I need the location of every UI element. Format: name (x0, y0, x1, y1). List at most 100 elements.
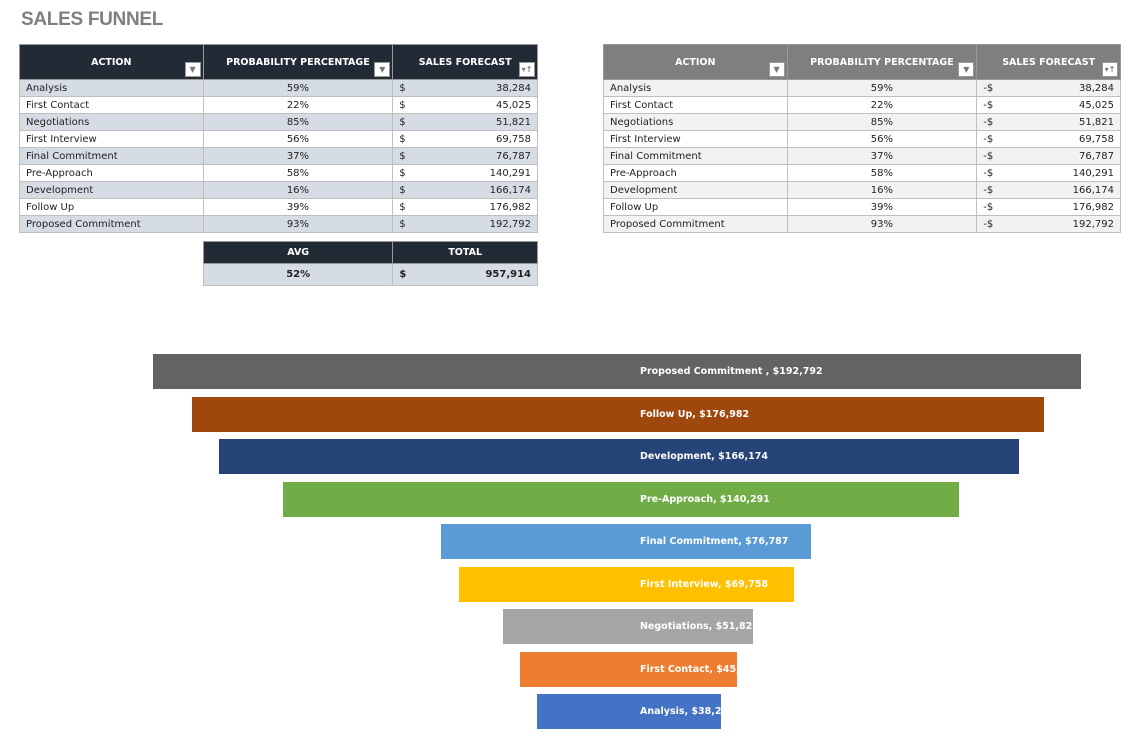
action-cell[interactable]: First Interview (19, 130, 204, 148)
funnel-bar-label: Final Commitment, $76,787 (639, 536, 789, 547)
probability-cell[interactable]: 22% (202, 96, 394, 114)
probability-cell[interactable]: 93% (202, 215, 394, 233)
probability-cell[interactable]: 37% (786, 147, 978, 165)
table-row: First Contact 22% $45,025 (19, 96, 538, 114)
funnel-bar-label: Analysis, $38,284 (639, 706, 722, 717)
table-row: Follow Up 39% $176,982 (19, 198, 538, 216)
funnel-bar: Development, $166,174 (219, 439, 1019, 474)
action-cell[interactable]: Analysis (603, 79, 788, 97)
probability-cell[interactable]: 59% (786, 79, 978, 97)
action-cell[interactable]: Analysis (19, 79, 204, 97)
funnel-bar-label: First Interview, $69,758 (639, 578, 769, 590)
forecast-cell[interactable]: $166,174 (392, 181, 538, 199)
forecast-cell[interactable]: -$ 166,174 (976, 181, 1121, 199)
forecast-cell[interactable]: -$ 51,821 (976, 113, 1121, 131)
action-cell[interactable]: Development (19, 181, 204, 199)
probability-cell[interactable]: 39% (786, 198, 978, 216)
forecast-cell[interactable]: -$ 76,787 (976, 147, 1121, 165)
probability-cell[interactable]: 85% (786, 113, 978, 131)
action-cell[interactable]: Proposed Commitment (603, 215, 788, 233)
probability-cell[interactable]: 16% (202, 181, 394, 199)
action-cell[interactable]: Final Commitment (19, 147, 204, 165)
forecast-cell[interactable]: -$ 192,792 (976, 215, 1121, 233)
total-value: $957,914 (392, 263, 538, 286)
forecast-cell[interactable]: -$ 38,284 (976, 79, 1121, 97)
forecast-cell[interactable]: -$ 45,025 (976, 96, 1121, 114)
header-forecast: SALES FORECAST ▾↑ (976, 44, 1121, 80)
table-row: Proposed Commitment 93% -$ 192,792 (603, 215, 1121, 233)
avg-header: AVG (202, 241, 394, 264)
filter-dropdown-icon[interactable]: ▼ (184, 62, 201, 77)
probability-cell[interactable]: 58% (786, 164, 978, 182)
table-row: Follow Up 39% -$ 176,982 (603, 198, 1121, 216)
table-row: First Interview 56% -$ 69,758 (603, 130, 1121, 148)
action-cell[interactable]: Development (603, 181, 788, 199)
table-row: First Contact 22% -$ 45,025 (603, 96, 1121, 114)
action-cell[interactable]: Pre-Approach (19, 164, 204, 182)
table-row: Pre-Approach 58% $140,291 (19, 164, 538, 182)
table-row: Final Commitment 37% -$ 76,787 (603, 147, 1121, 165)
funnel-bar-label: Proposed Commitment , $192,792 (640, 366, 823, 377)
funnel-bar: Negotiations, $51,821 (503, 609, 753, 644)
probability-cell[interactable]: 39% (202, 198, 394, 216)
forecast-cell[interactable]: $69,758 (392, 130, 538, 148)
table-row: Analysis 59% $38,284 (19, 79, 538, 97)
sort-filter-icon[interactable]: ▾↑ (1102, 62, 1118, 77)
forecast-cell[interactable]: $140,291 (392, 164, 538, 182)
probability-cell[interactable]: 37% (202, 147, 394, 165)
forecast-cell[interactable]: -$ 176,982 (976, 198, 1121, 216)
table-row: Pre-Approach 58% -$ 140,291 (603, 164, 1121, 182)
page-title: SALES FUNNEL (21, 9, 164, 30)
forecast-cell[interactable]: $45,025 (392, 96, 538, 114)
forecast-cell[interactable]: $192,792 (392, 215, 538, 233)
forecast-cell[interactable]: $76,787 (392, 147, 538, 165)
probability-cell[interactable]: 16% (786, 181, 978, 199)
header-action: ACTION ▼ (603, 44, 788, 80)
funnel-bar: First Interview, $69,758 (458, 566, 795, 602)
sales-table-copy: ACTION ▼ PROBABILITY PERCENTAGE ▼ SALES FO… (603, 44, 1121, 233)
funnel-bar: Analysis, $38,284 (536, 694, 722, 729)
table-row: Negotiations 85% -$ 51,821 (603, 113, 1121, 131)
header-probability: PROBABILITY PERCENTAGE ▼ (786, 44, 978, 80)
sales-table: ACTION ▼ PROBABILITY PERCENTAGE ▼ SALES FO… (19, 44, 538, 233)
funnel-bar: First Contact, $45,025 (520, 651, 737, 687)
action-cell[interactable]: First Contact (603, 96, 788, 114)
filter-dropdown-icon[interactable]: ▼ (958, 62, 975, 77)
forecast-cell[interactable]: -$ 140,291 (976, 164, 1121, 182)
action-cell[interactable]: Follow Up (603, 198, 788, 216)
action-cell[interactable]: First Interview (603, 130, 788, 148)
probability-cell[interactable]: 56% (202, 130, 394, 148)
action-cell[interactable]: Negotiations (603, 113, 788, 131)
action-cell[interactable]: Negotiations (19, 113, 204, 131)
funnel-bar: Pre-Approach, $140,291 (283, 481, 959, 517)
probability-cell[interactable]: 93% (786, 215, 978, 233)
probability-cell[interactable]: 85% (202, 113, 394, 131)
probability-cell[interactable]: 56% (786, 130, 978, 148)
funnel-bar-label: Negotiations, $51,821 (639, 621, 753, 632)
summary-table: AVG TOTAL 52% $957,914 (202, 241, 538, 286)
probability-cell[interactable]: 22% (786, 96, 978, 114)
sort-filter-icon[interactable]: ▾↑ (519, 62, 535, 77)
header-action: ACTION ▼ (19, 44, 204, 80)
total-header: TOTAL (392, 241, 538, 264)
funnel-bar-label: Development, $166,174 (639, 451, 768, 462)
funnel-bar: Final Commitment, $76,787 (441, 524, 811, 559)
filter-dropdown-icon[interactable]: ▼ (374, 62, 391, 77)
header-probability: PROBABILITY PERCENTAGE ▼ (202, 44, 394, 80)
action-cell[interactable]: Proposed Commitment (19, 215, 204, 233)
table-row: Development 16% $166,174 (19, 181, 538, 199)
forecast-cell[interactable]: $51,821 (392, 113, 538, 131)
forecast-cell[interactable]: $38,284 (392, 79, 538, 97)
probability-cell[interactable]: 59% (202, 79, 394, 97)
forecast-cell[interactable]: -$ 69,758 (976, 130, 1121, 148)
probability-cell[interactable]: 58% (202, 164, 394, 182)
action-cell[interactable]: Follow Up (19, 198, 204, 216)
forecast-cell[interactable]: $176,982 (392, 198, 538, 216)
filter-dropdown-icon[interactable]: ▼ (768, 62, 785, 77)
action-cell[interactable]: First Contact (19, 96, 204, 114)
action-cell[interactable]: Pre-Approach (603, 164, 788, 182)
action-cell[interactable]: Final Commitment (603, 147, 788, 165)
funnel-bar-label: First Contact, $45,025 (639, 663, 737, 675)
table-row: First Interview 56% $69,758 (19, 130, 538, 148)
avg-value: 52% (202, 263, 394, 286)
